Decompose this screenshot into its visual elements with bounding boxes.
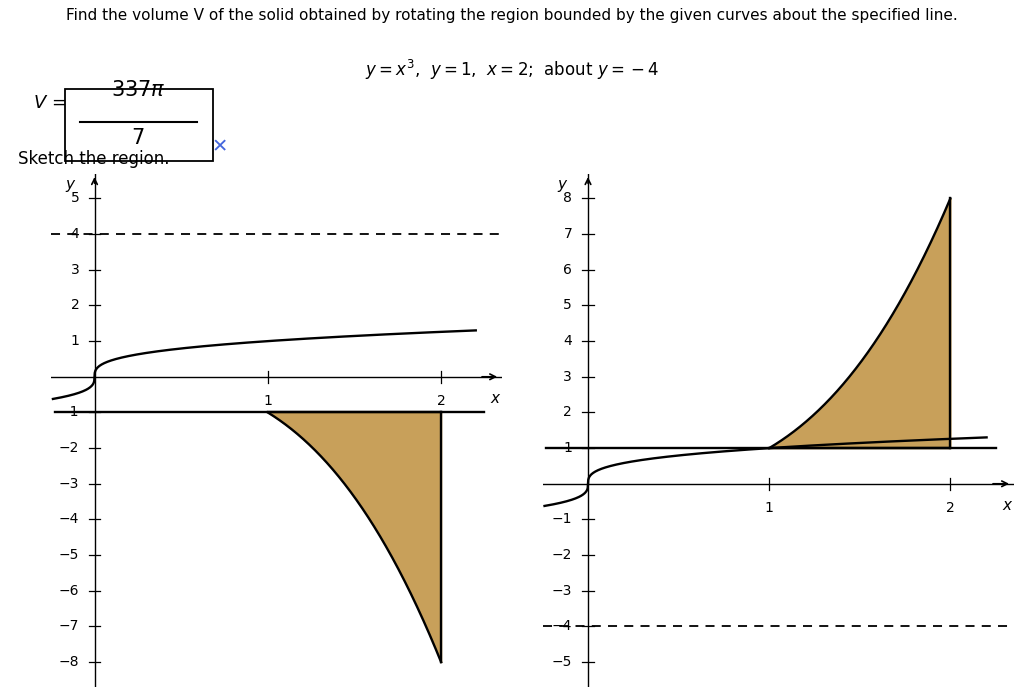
Text: −2: −2 — [552, 548, 572, 562]
Text: −8: −8 — [59, 655, 80, 669]
Text: Sketch the region.: Sketch the region. — [18, 150, 170, 168]
Text: 1: 1 — [765, 501, 773, 515]
Text: $y = x^3$,  $y = 1$,  $x = 2$;  about $y = -4$: $y = x^3$, $y = 1$, $x = 2$; about $y = … — [365, 58, 659, 83]
Text: 2: 2 — [563, 405, 572, 419]
Text: −1: −1 — [552, 512, 572, 527]
Text: 6: 6 — [563, 263, 572, 277]
Text: 3: 3 — [563, 370, 572, 384]
Text: 5: 5 — [563, 298, 572, 312]
Text: x: x — [490, 391, 500, 406]
Text: −4: −4 — [59, 512, 80, 527]
Text: 4: 4 — [563, 334, 572, 348]
Text: −5: −5 — [59, 548, 80, 562]
Text: 5: 5 — [71, 192, 80, 205]
Text: −5: −5 — [552, 655, 572, 669]
Text: 1: 1 — [563, 441, 572, 455]
Text: x: x — [1002, 498, 1011, 513]
Text: −6: −6 — [59, 584, 80, 598]
Text: ✕: ✕ — [212, 137, 228, 156]
Text: $337\pi$: $337\pi$ — [111, 80, 166, 100]
Text: −3: −3 — [59, 477, 80, 491]
Text: 7: 7 — [563, 227, 572, 241]
Text: y: y — [66, 177, 75, 192]
Text: 3: 3 — [71, 263, 80, 277]
Text: 1: 1 — [71, 334, 80, 348]
Text: 2: 2 — [946, 501, 954, 515]
Text: y: y — [558, 177, 566, 192]
Text: 8: 8 — [563, 192, 572, 205]
Text: −3: −3 — [552, 584, 572, 598]
Text: 2: 2 — [71, 298, 80, 312]
Text: −2: −2 — [59, 441, 80, 455]
Text: −1: −1 — [59, 405, 80, 419]
Text: 2: 2 — [436, 394, 445, 408]
Text: $V$ =: $V$ = — [34, 94, 67, 112]
Text: 1: 1 — [263, 394, 272, 408]
FancyBboxPatch shape — [65, 89, 213, 161]
Text: −4: −4 — [552, 620, 572, 634]
Text: $7$: $7$ — [131, 128, 145, 149]
Text: Find the volume V of the solid obtained by rotating the region bounded by the gi: Find the volume V of the solid obtained … — [67, 8, 957, 24]
Text: 4: 4 — [71, 227, 80, 241]
Text: −7: −7 — [59, 620, 80, 634]
